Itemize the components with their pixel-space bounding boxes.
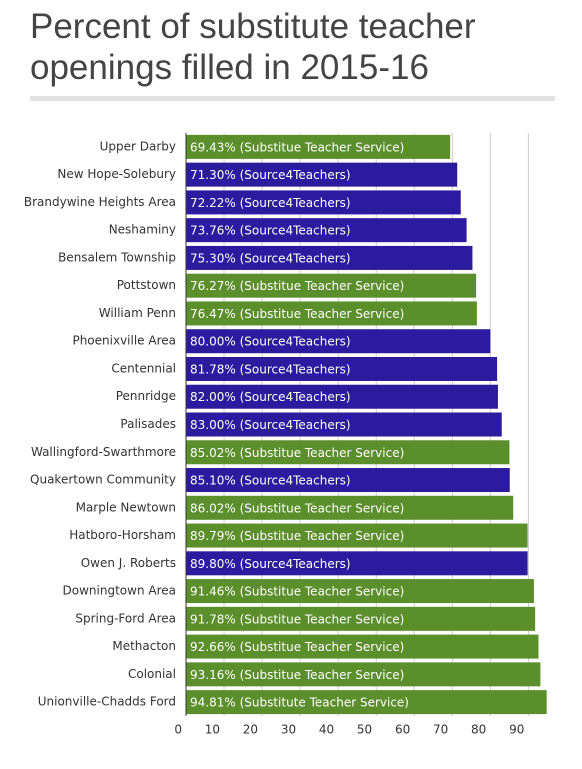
chart-title: Percent of substitute teacher openings f… bbox=[30, 7, 476, 87]
bar-label: 80.00% (Source4Teachers) bbox=[190, 335, 351, 349]
y-tick-label: Centennial bbox=[111, 361, 176, 375]
bar bbox=[186, 356, 498, 381]
bar bbox=[186, 690, 547, 715]
bar-label: 76.27% (Substitue Teacher Service) bbox=[190, 279, 404, 293]
bar-label: 83.00% (Source4Teachers) bbox=[190, 418, 351, 432]
title-rule bbox=[30, 96, 555, 101]
y-tick-label: Bensalem Township bbox=[58, 250, 176, 264]
bar-label: 92.66% (Substitue Teacher Service) bbox=[190, 640, 404, 654]
bar bbox=[186, 579, 534, 604]
bar bbox=[186, 662, 541, 687]
y-tick-label: Brandywine Heights Area bbox=[24, 195, 176, 209]
y-tick-label: Marple Newtown bbox=[76, 500, 176, 514]
x-tick-label: 90 bbox=[509, 723, 524, 737]
bar-label: 85.02% (Substitue Teacher Service) bbox=[190, 446, 404, 460]
y-tick-label: William Penn bbox=[99, 306, 176, 320]
y-tick-label: Phoenixville Area bbox=[72, 334, 176, 348]
y-tick-label: Downingtown Area bbox=[63, 584, 176, 598]
y-tick-label: Methacton bbox=[112, 639, 176, 653]
bar-label: 93.16% (Substitue Teacher Service) bbox=[190, 668, 404, 682]
y-tick-label: New Hope-Solebury bbox=[57, 167, 176, 181]
x-tick-label: 0 bbox=[174, 723, 182, 737]
x-tick-label: 10 bbox=[205, 723, 220, 737]
bar bbox=[186, 162, 458, 187]
bar-label: 81.78% (Source4Teachers) bbox=[190, 362, 351, 376]
y-tick-label: Spring-Ford Area bbox=[75, 611, 176, 625]
bar bbox=[186, 301, 477, 326]
bar bbox=[186, 190, 461, 215]
bar-label: 86.02% (Substitue Teacher Service) bbox=[190, 501, 404, 515]
bar-label: 76.47% (Substitue Teacher Service) bbox=[190, 307, 404, 321]
bar bbox=[186, 495, 514, 520]
bar bbox=[186, 440, 510, 465]
bar bbox=[186, 468, 510, 493]
bar-label: 85.10% (Source4Teachers) bbox=[190, 474, 351, 488]
y-tick-label: Hatboro-Horsham bbox=[69, 528, 176, 542]
x-tick-label: 60 bbox=[395, 723, 410, 737]
x-tick-label: 40 bbox=[319, 723, 334, 737]
bar bbox=[186, 606, 536, 631]
bar-label: 91.46% (Substitue Teacher Service) bbox=[190, 585, 404, 599]
bar-label: 71.30% (Source4Teachers) bbox=[190, 168, 351, 182]
x-tick-label: 70 bbox=[433, 723, 448, 737]
bar bbox=[186, 245, 473, 270]
bar bbox=[186, 384, 498, 409]
bar-label: 82.00% (Source4Teachers) bbox=[190, 390, 351, 404]
y-tick-label: Unionville-Chadds Ford bbox=[38, 695, 176, 709]
y-tick-label: Colonial bbox=[128, 667, 176, 681]
x-tick-label: 50 bbox=[357, 723, 372, 737]
y-tick-label: Palisades bbox=[120, 417, 176, 431]
y-tick-label: Pottstown bbox=[117, 278, 176, 292]
bar bbox=[186, 634, 539, 659]
y-tick-label: Pennridge bbox=[116, 389, 176, 403]
y-tick-label: Owen J. Roberts bbox=[81, 556, 176, 570]
y-tick-label: Neshaminy bbox=[109, 223, 176, 237]
bar bbox=[186, 551, 528, 576]
bar-label: 91.78% (Substitue Teacher Service) bbox=[190, 612, 404, 626]
y-tick-label: Upper Darby bbox=[100, 139, 176, 153]
bar bbox=[186, 218, 467, 243]
bar bbox=[186, 329, 491, 354]
bar-label: 69.43% (Substitue Teacher Service) bbox=[190, 140, 404, 154]
y-tick-label: Quakertown Community bbox=[30, 473, 176, 487]
bar-label: 73.76% (Source4Teachers) bbox=[190, 224, 351, 238]
x-tick-label: 20 bbox=[243, 723, 258, 737]
bar-label: 75.30% (Source4Teachers) bbox=[190, 251, 351, 265]
bar-label: 89.79% (Substitue Teacher Service) bbox=[190, 529, 404, 543]
bar bbox=[186, 134, 451, 159]
bar bbox=[186, 273, 477, 298]
y-tick-label: Wallingford-Swarthmore bbox=[31, 445, 176, 459]
bar-label: 72.22% (Source4Teachers) bbox=[190, 196, 351, 210]
bar-label: 94.81% (Substitute Teacher Service) bbox=[190, 696, 409, 710]
bar-label: 89.80% (Source4Teachers) bbox=[190, 557, 351, 571]
x-tick-label: 30 bbox=[281, 723, 296, 737]
x-tick-label: 80 bbox=[471, 723, 486, 737]
bar bbox=[186, 523, 528, 548]
bar bbox=[186, 412, 502, 437]
